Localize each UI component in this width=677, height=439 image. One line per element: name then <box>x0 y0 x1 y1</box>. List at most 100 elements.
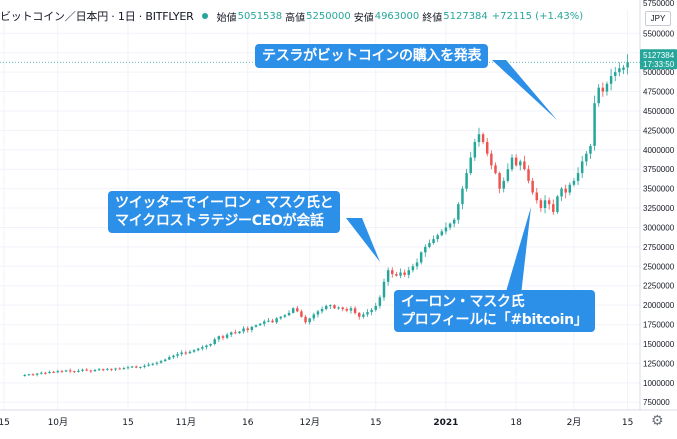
candle-body <box>271 320 274 323</box>
candle-body <box>172 355 175 358</box>
candle-body <box>85 369 88 371</box>
candle-body <box>597 87 600 104</box>
candle-body <box>357 312 361 317</box>
y-tick-label: 1500000 <box>643 340 675 349</box>
candle-body <box>27 374 31 376</box>
currency-button[interactable]: JPY <box>645 11 671 26</box>
settings-gear-icon[interactable]: ⚙ <box>651 413 664 429</box>
candle-body <box>81 369 84 371</box>
y-tick-label: 3750000 <box>643 165 675 174</box>
candle-body <box>494 165 497 174</box>
y-tick-label: 1750000 <box>643 321 675 330</box>
candle-body <box>23 375 27 377</box>
x-tick-label: 15 <box>122 418 133 428</box>
candle-body <box>452 219 456 224</box>
candle-body <box>135 366 138 368</box>
candle-body <box>514 157 518 166</box>
candle-body <box>238 331 241 334</box>
candle-body <box>40 372 43 374</box>
candle-body <box>415 262 419 267</box>
change-value: +72115 (+1.43%) <box>491 10 584 22</box>
chart-header: ビットコイン／日本円 · 1日 · BITFLYER 始値 5051538 高値… <box>0 8 583 24</box>
candle-body <box>234 332 237 334</box>
y-tick-label: 3000000 <box>643 223 675 232</box>
candle-body <box>370 309 373 313</box>
candle-body <box>159 361 163 363</box>
candle-body <box>519 161 522 166</box>
callout-line: マイクロストラテジーCEOが会話 <box>115 213 324 229</box>
candle-body <box>589 145 592 154</box>
candle-body <box>605 83 609 92</box>
y-tick-label: 4500000 <box>643 107 675 116</box>
y-tick-label: 2000000 <box>643 301 675 310</box>
callout-line: ツイッターでイーロン・マスク氏と <box>115 195 334 211</box>
market-status-dot <box>201 13 208 19</box>
candle-body <box>122 368 126 370</box>
candle-body <box>93 370 97 372</box>
low-value: 4963000 <box>374 10 420 22</box>
symbol-title: ビットコイン／日本円 · 1日 · BITFLYER <box>0 10 194 23</box>
candle-body <box>374 305 377 310</box>
candle-body <box>626 62 629 68</box>
candle-body <box>279 316 283 319</box>
candle-body <box>436 235 439 240</box>
candle-body <box>399 272 402 276</box>
candle-body <box>386 270 390 282</box>
high-value: 5250000 <box>306 10 351 22</box>
candle-body <box>184 352 188 354</box>
callout-pointer <box>346 218 380 262</box>
low-label: 安値 <box>353 12 374 24</box>
candle-body <box>539 200 543 209</box>
candle-body <box>201 347 204 349</box>
candle-body <box>543 200 547 209</box>
candle-body <box>147 364 150 366</box>
candle-body <box>308 318 311 323</box>
y-tick-label: 2500000 <box>643 262 675 271</box>
candle-body <box>337 307 340 309</box>
candle-body <box>139 366 142 368</box>
candle-body <box>329 305 332 307</box>
candle-body <box>304 316 307 323</box>
candle-body <box>382 281 386 298</box>
candle-body <box>287 312 291 316</box>
candle-body <box>498 173 501 189</box>
candle-body <box>469 157 472 174</box>
candle-body <box>411 266 415 271</box>
close-value: 5127384 <box>443 10 488 22</box>
candle-body <box>419 252 423 263</box>
candle-body <box>444 227 448 232</box>
x-tick-label: 11月 <box>176 417 196 428</box>
candle-body <box>229 332 233 335</box>
y-tick-label: 4750000 <box>643 88 675 97</box>
candle-body <box>547 200 551 205</box>
candle-body <box>593 103 596 146</box>
y-tick-label: 5500000 <box>643 29 675 38</box>
candle-body <box>296 308 299 312</box>
candle-body <box>568 184 572 193</box>
candle-body <box>531 180 534 193</box>
y-tick-label: 750000 <box>643 398 670 407</box>
candle-body <box>31 374 35 376</box>
candle-body <box>618 68 621 73</box>
callout-pointer <box>505 207 531 295</box>
y-tick-label: 2250000 <box>643 282 675 291</box>
candle-body <box>362 314 365 317</box>
candle-body <box>490 153 493 166</box>
last-price-value: 5127384 <box>643 51 675 60</box>
candle-body <box>432 239 435 244</box>
candle-body <box>188 351 192 354</box>
x-tick-label: 16 <box>242 418 254 428</box>
last-price-box <box>640 49 677 70</box>
y-tick-label: 3500000 <box>643 185 675 194</box>
candle-body <box>155 362 159 364</box>
candle-body <box>564 188 567 193</box>
candle-body <box>291 308 295 313</box>
candle-body <box>424 246 427 253</box>
candle-body <box>461 188 464 205</box>
candle-body <box>275 318 278 323</box>
candle-body <box>506 169 510 181</box>
candle-body <box>180 352 183 355</box>
candle-body <box>163 359 167 362</box>
callout-pointers <box>346 60 557 295</box>
